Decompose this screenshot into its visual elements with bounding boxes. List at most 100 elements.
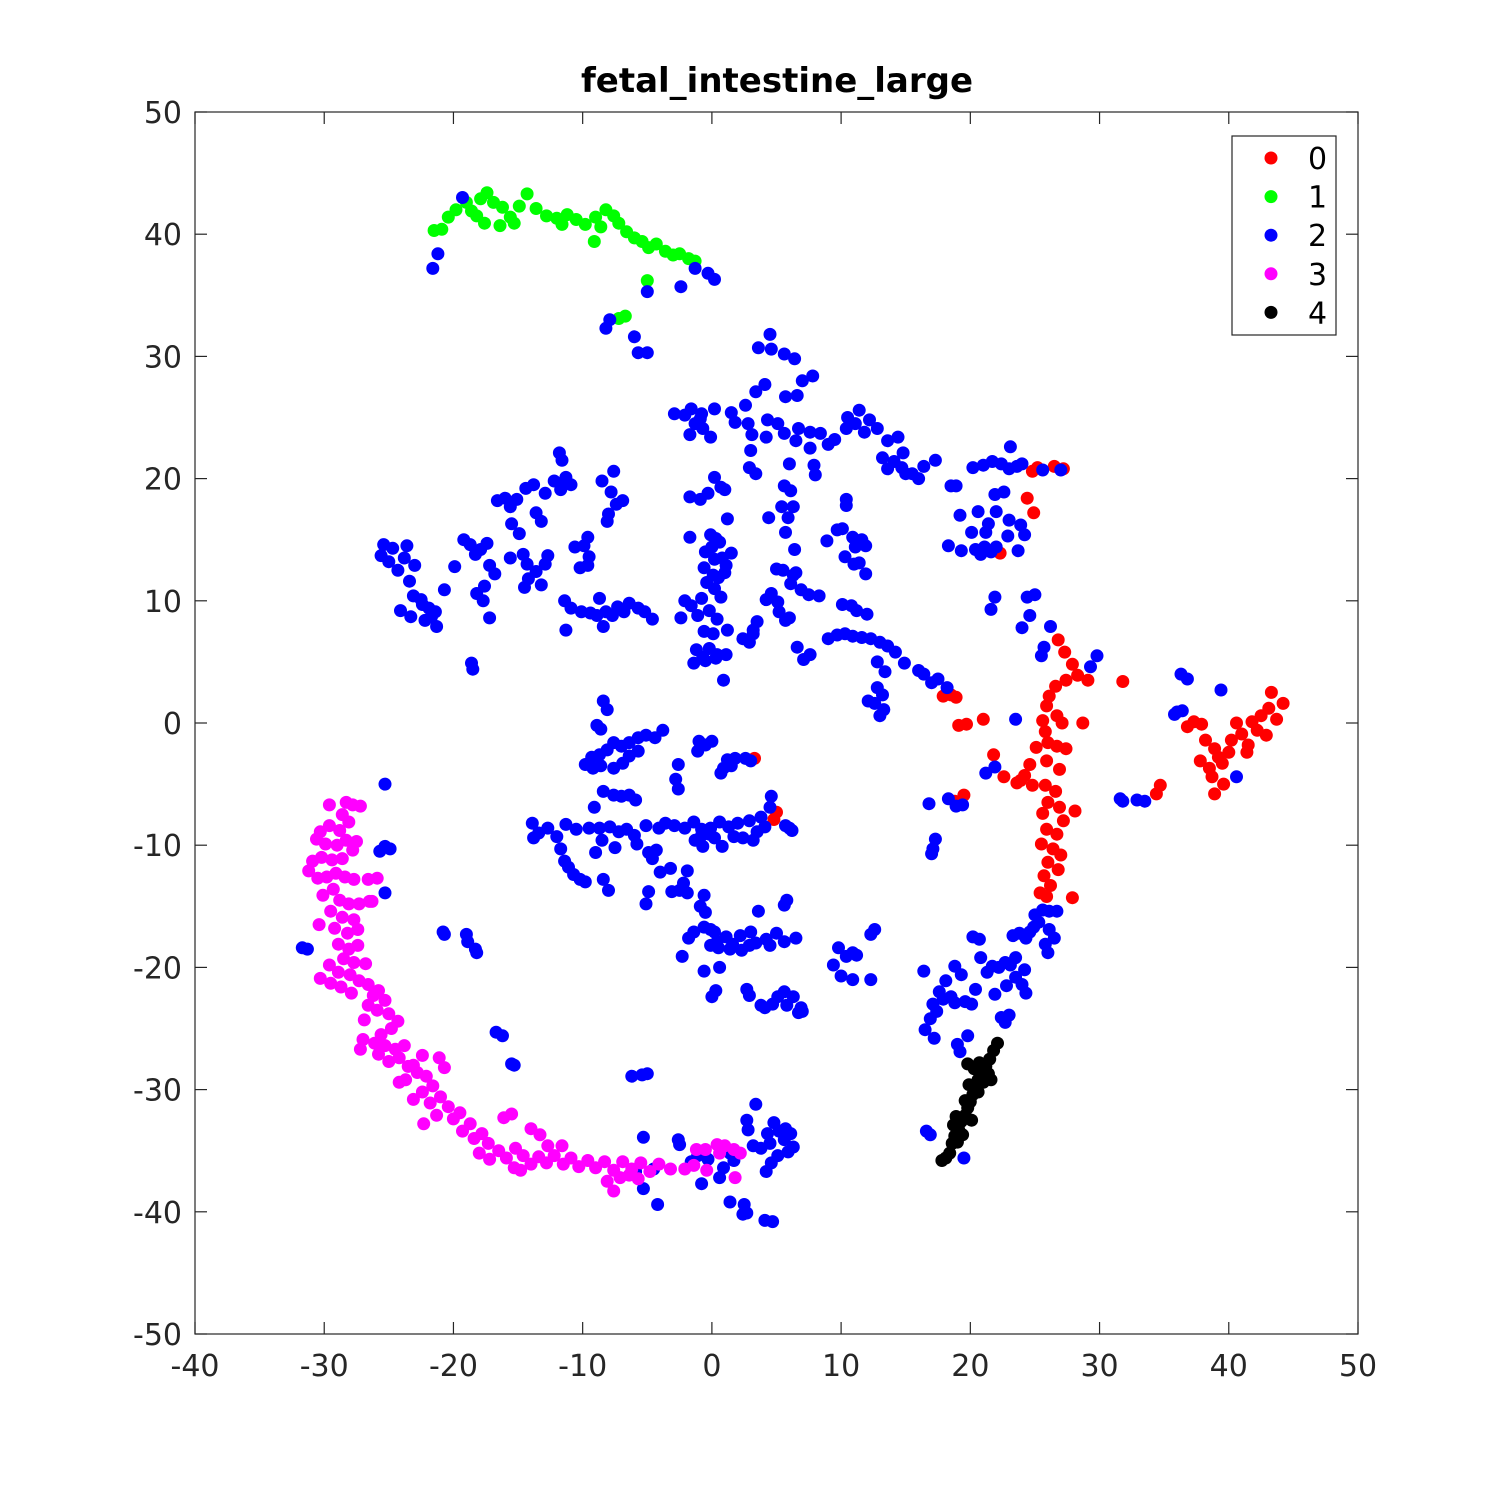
data-point (541, 821, 555, 835)
data-point (766, 1215, 780, 1229)
data-point (640, 1067, 654, 1081)
data-point (347, 913, 361, 927)
data-point (792, 422, 805, 435)
data-point (415, 1048, 429, 1062)
data-point (1037, 640, 1051, 654)
data-point (671, 758, 685, 771)
data-point (779, 390, 792, 404)
data-point (581, 530, 595, 544)
legend-box (1231, 135, 1337, 336)
data-point (639, 819, 653, 833)
data-point (749, 1097, 763, 1111)
data-point (1058, 645, 1072, 659)
data-point (848, 540, 862, 554)
data-point (961, 1057, 975, 1071)
data-point (397, 551, 411, 565)
data-point (1002, 513, 1016, 527)
data-point (795, 374, 809, 388)
data-point (344, 986, 358, 1000)
data-point (386, 541, 400, 555)
data-point (708, 470, 721, 484)
data-point (689, 1143, 703, 1156)
data-point (483, 1152, 497, 1166)
data-point (1168, 707, 1181, 721)
data-point (1259, 728, 1273, 742)
data-point (749, 385, 763, 399)
data-point (423, 1096, 437, 1110)
data-point (600, 1174, 614, 1188)
data-point (859, 567, 873, 581)
data-point (328, 921, 342, 935)
data-point (702, 604, 716, 618)
data-point (1044, 879, 1057, 892)
data-point (962, 1078, 976, 1092)
data-point (1042, 689, 1056, 703)
data-point (697, 888, 711, 902)
data-point (370, 1003, 384, 1017)
data-point (813, 426, 827, 440)
data-point (723, 942, 737, 956)
data-point (1041, 855, 1055, 869)
data-point (784, 1127, 798, 1141)
data-point (594, 220, 608, 234)
data-point (554, 842, 568, 856)
data-point (593, 591, 606, 605)
data-point (496, 1029, 509, 1043)
data-point (300, 942, 314, 956)
data-point (991, 1036, 1004, 1050)
data-point (331, 965, 345, 979)
data-point (555, 1139, 569, 1153)
data-point (1050, 904, 1064, 918)
data-point (397, 1039, 411, 1053)
data-point (470, 946, 484, 960)
data-point (733, 1146, 747, 1160)
data-point (384, 1022, 398, 1035)
data-point (1276, 696, 1290, 710)
x-tick-label: 40 (1210, 1349, 1248, 1384)
data-point (598, 1155, 612, 1169)
data-point (1028, 588, 1042, 602)
legend-marker (1264, 228, 1278, 242)
data-point (675, 949, 689, 963)
data-point (505, 1107, 519, 1121)
x-tick-label: 20 (951, 1349, 989, 1384)
data-point (541, 549, 555, 563)
data-point (512, 199, 526, 213)
data-point (555, 217, 569, 231)
data-point (701, 486, 715, 500)
data-point (1065, 657, 1079, 671)
data-point (899, 467, 913, 481)
data-point (700, 1163, 714, 1177)
legend-label: 0 (1308, 142, 1327, 177)
data-point (956, 1128, 970, 1142)
data-point (1036, 463, 1050, 477)
data-point (1051, 863, 1065, 877)
y-tick-label: -50 (133, 1318, 182, 1353)
data-point (784, 484, 798, 498)
data-point (974, 547, 988, 561)
data-point (731, 816, 745, 830)
data-point (741, 417, 755, 431)
data-point (742, 635, 756, 649)
data-point (812, 589, 826, 603)
data-point (930, 1004, 944, 1018)
data-point (709, 651, 723, 665)
data-point (728, 415, 742, 429)
data-point (603, 313, 617, 327)
data-point (538, 486, 552, 500)
x-tick-label: 10 (822, 1349, 860, 1384)
data-point (378, 993, 392, 1007)
data-point (698, 905, 712, 919)
data-point (1199, 733, 1212, 747)
data-point (667, 819, 681, 833)
data-point (988, 590, 1002, 604)
data-point (971, 1085, 985, 1099)
legend-marker (1264, 190, 1278, 204)
y-tick-label: 50 (144, 96, 182, 131)
data-point (744, 925, 758, 939)
data-point (724, 759, 738, 773)
data-point (1084, 660, 1097, 674)
legend-marker (1264, 267, 1278, 281)
data-point (339, 833, 353, 847)
